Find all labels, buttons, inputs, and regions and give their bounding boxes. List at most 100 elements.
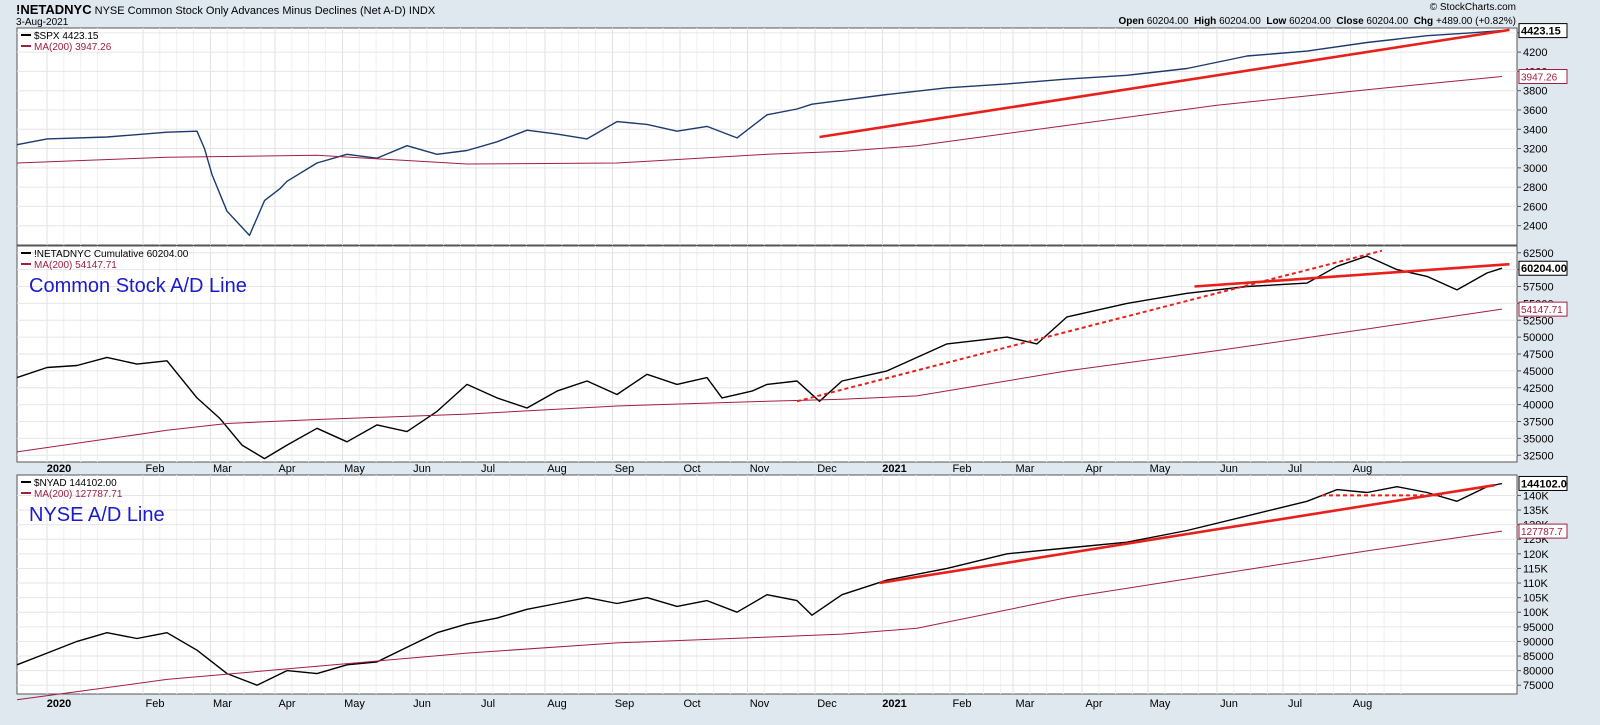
x-axis-2-month-label-14: Mar xyxy=(1016,698,1035,710)
panel-1-last-value-box xyxy=(1518,23,1568,39)
high-value: 60204.00 xyxy=(1219,16,1261,27)
x-axis-1-month-label-13: Feb xyxy=(953,463,972,475)
chart-title: !NETADNYC NYSE Common Stock Only Advance… xyxy=(16,2,435,17)
x-axis-1-month-label-11: Dec xyxy=(817,463,837,475)
panel-3-ytick-label-11: 85000 xyxy=(1523,651,1554,663)
panel-2-last-value-box xyxy=(1518,260,1568,276)
panel-3-ytick-label-4: 120K xyxy=(1523,549,1549,561)
panel-1-background xyxy=(16,27,1518,246)
panel-2-ytick-label-5: 50000 xyxy=(1523,332,1554,344)
panel-2-series-0--netadnyc xyxy=(16,255,1503,460)
panel-2-ytick-label-10: 37500 xyxy=(1523,417,1554,429)
x-axis-2-month-label-1: Feb xyxy=(146,698,165,710)
panel-1-ytick-label-5: 3400 xyxy=(1523,124,1547,136)
panel-2-ytick-label-9: 40000 xyxy=(1523,400,1554,412)
description: NYSE Common Stock Only Advances Minus De… xyxy=(94,5,406,17)
x-axis-2-month-label-7: Aug xyxy=(547,698,567,710)
x-axis-1-month-label-9: Oct xyxy=(683,463,700,475)
x-axis-1-month-label-6: Jul xyxy=(481,463,495,475)
panel-1-ytick-label-1: 4200 xyxy=(1523,47,1547,59)
panel-3-ytick-label-5: 115K xyxy=(1523,563,1549,575)
close-label: Close xyxy=(1336,16,1364,27)
panel-2-ma-value-box xyxy=(1518,301,1568,317)
x-axis-2-month-label-9: Oct xyxy=(683,698,700,710)
panel-1-legend-2: MA(200) 3947.26 xyxy=(34,42,112,53)
panel-3-background xyxy=(16,474,1518,695)
panel-2-legend-1: !NETADNYC Cumulative 60204.00 xyxy=(34,249,189,260)
x-axis-2-month-label-19: Aug xyxy=(1353,698,1373,710)
x-axis-2-month-label-18: Jul xyxy=(1288,698,1302,710)
x-axis-2-month-label-13: Feb xyxy=(953,698,972,710)
panel-3-ma-value-label: 127787.7 xyxy=(1521,527,1563,538)
low-label: Low xyxy=(1266,16,1287,27)
panel-2-last-value-label: 60204.00 xyxy=(1521,263,1567,275)
panel-3-series-0--nyad xyxy=(16,482,1503,686)
panel-3-ytick-label-6: 110K xyxy=(1523,578,1549,590)
symbol: !NETADNYC xyxy=(16,2,92,17)
x-axis-1-month-label-18: Jul xyxy=(1288,463,1302,475)
panel-2-series-1-ma-200- xyxy=(16,308,1503,453)
panel-3-legend-2: MA(200) 127787.71 xyxy=(34,489,123,500)
x-axis-2-month-label-10: Nov xyxy=(750,698,770,710)
panel-2-ytick-label-0: 62500 xyxy=(1523,248,1554,260)
panel-1-legend-1: $SPX 4423.15 xyxy=(34,31,99,42)
x-axis-2-month-label-15: Apr xyxy=(1085,698,1102,710)
x-axis-1-month-label-1: Feb xyxy=(146,463,165,475)
x-axis-2-month-label-17: Jun xyxy=(1220,698,1238,710)
x-axis-2-month-label-0: 2020 xyxy=(47,698,71,710)
panel-1-ytick-label-7: 3000 xyxy=(1523,163,1547,175)
open-label: Open xyxy=(1118,16,1144,27)
x-axis-2-month-label-4: May xyxy=(344,698,365,710)
exchange: INDX xyxy=(408,5,436,17)
x-axis-1-month-label-3: Apr xyxy=(278,463,295,475)
x-axis-2-month-label-16: May xyxy=(1150,698,1171,710)
panel-1-last-value-label: 4423.15 xyxy=(1521,26,1561,38)
x-axis-1-month-label-4: May xyxy=(344,463,365,475)
ohlc-readout: Open 60204.00 High 60204.00 Low 60204.00… xyxy=(1118,16,1516,27)
x-axis-2-month-label-5: Jun xyxy=(413,698,431,710)
panel-1-ytick-label-10: 2400 xyxy=(1523,221,1547,233)
x-axis-strip-1 xyxy=(17,463,1517,474)
panel-1-ytick-label-3: 3800 xyxy=(1523,86,1547,98)
x-axis-1-month-label-19: Aug xyxy=(1353,463,1373,475)
panel-3-legend-1: $NYAD 144102.00 xyxy=(34,478,117,489)
branding: © StockCharts.com xyxy=(1429,2,1516,13)
x-axis-1-month-label-17: Jun xyxy=(1220,463,1238,475)
panel-2-ytick-label-6: 47500 xyxy=(1523,349,1554,361)
panel-1-ytick-label-9: 2600 xyxy=(1523,201,1547,213)
panel-2-series-2-trend xyxy=(796,249,1383,403)
chg-value: +489.00 (+0.82%) xyxy=(1435,16,1516,27)
panel-1-ytick-label-8: 2800 xyxy=(1523,182,1547,194)
panel-1-ytick-label-6: 3200 xyxy=(1523,144,1547,156)
x-axis-2-month-label-3: Apr xyxy=(278,698,295,710)
x-axis-1-month-label-8: Sep xyxy=(615,463,635,475)
open-value: 60204.00 xyxy=(1146,16,1189,27)
panel-3-ytick-label-1: 135K xyxy=(1523,505,1549,517)
panel-2-ytick-label-11: 35000 xyxy=(1523,433,1554,445)
x-axis-2-month-label-11: Dec xyxy=(817,698,837,710)
panel-3-last-value-label: 144102.0 xyxy=(1521,478,1567,490)
x-axis-1-month-label-5: Jun xyxy=(413,463,431,475)
panel-1-ytick-label-4: 3600 xyxy=(1523,105,1547,117)
panel-3-ma-value-box xyxy=(1518,523,1568,539)
panel-3-series-2-trend xyxy=(879,483,1495,585)
panel-3-ytick-label-13: 75000 xyxy=(1523,680,1554,692)
x-axis-1-month-label-2: Mar xyxy=(213,463,232,475)
x-axis-1-month-label-10: Nov xyxy=(750,463,770,475)
panel-3-ytick-label-9: 95000 xyxy=(1523,622,1554,634)
x-axis-2-month-label-12: 2021 xyxy=(882,698,906,710)
x-axis-2-month-label-2: Mar xyxy=(213,698,232,710)
x-axis-1-month-label-15: Apr xyxy=(1085,463,1102,475)
panel-2-series-3-trend xyxy=(1194,262,1510,288)
x-axis-2-month-label-8: Sep xyxy=(615,698,635,710)
panel-3-ytick-label-0: 140K xyxy=(1523,490,1549,502)
panel-2-annotation: Common Stock A/D Line xyxy=(29,275,247,297)
chart-date: 3-Aug-2021 xyxy=(16,17,69,28)
panel-1-series-1-ma-200- xyxy=(16,76,1503,165)
panel-1-series-0--spx xyxy=(16,29,1503,237)
panel-3-ytick-label-12: 80000 xyxy=(1523,666,1554,678)
panel-1-ma-value-box xyxy=(1518,69,1568,85)
panel-1-ma-value-label: 3947.26 xyxy=(1521,73,1558,84)
